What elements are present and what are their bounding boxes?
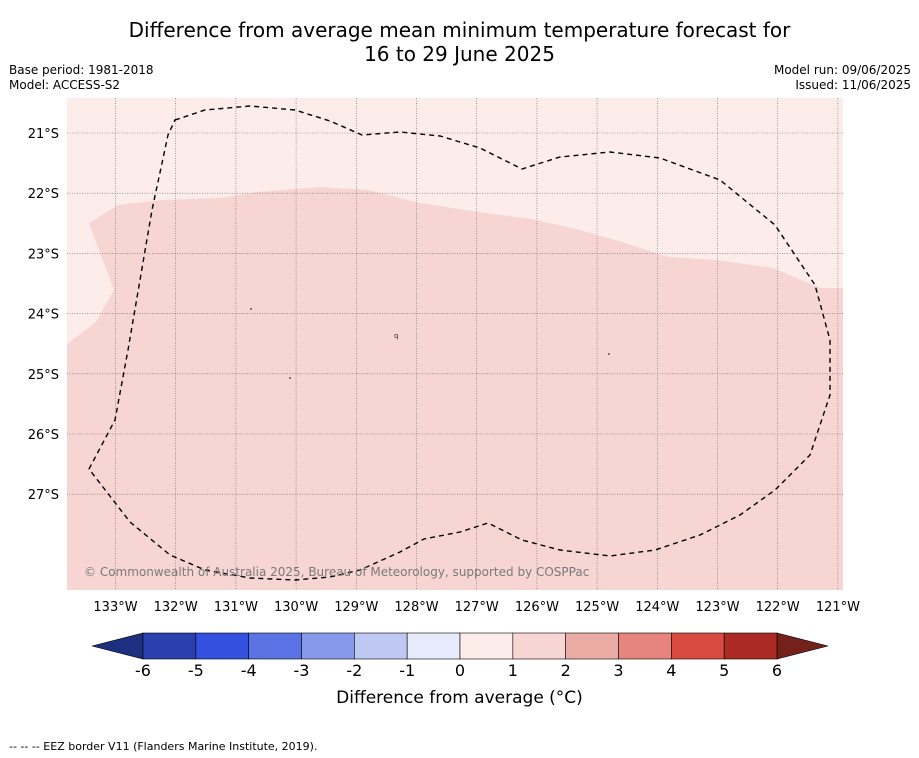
island-outline: q (394, 332, 398, 340)
longitude-label: 130°W (274, 600, 318, 615)
colorbar-segment (406, 632, 461, 660)
colorbar-tick-label: 6 (772, 661, 782, 680)
latitude-labels: 21°S 22°S 23°S 24°S 25°S 26°S 27°S (28, 127, 59, 503)
colorbar-segment (301, 632, 355, 660)
base-period: Base period: 1981-2018 (9, 63, 154, 77)
longitude-labels: 133°W 132°W 131°W 130°W 129°W 128°W 127°W 126°W… (93, 600, 860, 615)
colorbar-tick-label: 1 (508, 661, 518, 680)
model-name: Model: ACCESS-S2 (9, 78, 121, 92)
latitude-gridlines (67, 132, 843, 495)
longitude-label: 126°W (515, 600, 559, 615)
latitude-label: 26°S (28, 428, 59, 443)
main-anomaly-region (67, 187, 843, 590)
latitude-label: 25°S (28, 368, 59, 383)
issued-date: Issued: 11/06/2025 (795, 78, 911, 92)
eez-legend-footnote: -- -- -- EEZ border V11 (Flanders Marine… (9, 740, 318, 753)
colorbar-tick-label: -2 (346, 661, 362, 680)
colorbar-tick-label: -6 (135, 661, 151, 680)
metadata-left: Base period: 1981-2018 Model: ACCESS-S2 (9, 63, 154, 93)
longitude-label: 131°W (214, 600, 258, 615)
island-dot (608, 353, 610, 355)
title-line-1: Difference from average mean minimum tem… (128, 18, 791, 42)
colorbar-segment (459, 632, 514, 660)
colorbar-tick-label: 2 (561, 661, 571, 680)
longitude-label: 127°W (455, 600, 499, 615)
longitude-gridlines (115, 98, 839, 590)
island-markers: q (250, 308, 610, 379)
title-line-2: 16 to 29 June 2025 (364, 42, 555, 66)
latitude-label: 27°S (28, 488, 59, 503)
longitude-label: 133°W (93, 600, 137, 615)
latitude-label: 23°S (28, 247, 59, 262)
colorbar-under-arrow (91, 632, 144, 660)
colorbar: -6 -5 -4 -3 -2 -1 0 1 2 3 4 5 6 (91, 632, 829, 680)
colorbar-tick-label: -3 (294, 661, 310, 680)
metadata-right: Model run: 09/06/2025 Issued: 11/06/2025 (774, 63, 911, 93)
model-run: Model run: 09/06/2025 (773, 63, 911, 77)
colorbar-segment (142, 632, 197, 660)
colorbar-tick-label: 5 (719, 661, 729, 680)
colorbar-tick-label: 3 (613, 661, 623, 680)
latitude-label: 21°S (28, 127, 59, 142)
colorbar-segment (565, 632, 619, 660)
copyright-notice: © Commonwealth of Australia 2025, Bureau… (84, 565, 589, 579)
colorbar-segment (618, 632, 672, 660)
colorbar-unit-label: Difference from average (°C) (336, 688, 583, 708)
colorbar-segment (354, 632, 408, 660)
colorbar-segment (248, 632, 302, 660)
colorbar-tick-label: -5 (188, 661, 204, 680)
colorbar-tick-label: 4 (666, 661, 676, 680)
longitude-label: 124°W (635, 600, 679, 615)
longitude-label: 122°W (756, 600, 800, 615)
island-dot (250, 308, 252, 310)
latitude-label: 24°S (28, 308, 59, 323)
colorbar-over-arrow (776, 632, 829, 660)
colorbar-segment (512, 632, 566, 660)
longitude-label: 125°W (575, 600, 619, 615)
colorbar-segment (723, 632, 778, 660)
longitude-label: 129°W (334, 600, 378, 615)
colorbar-tick-label: -1 (399, 661, 415, 680)
colorbar-segment (671, 632, 725, 660)
colorbar-tick-label: 0 (455, 661, 465, 680)
colorbar-segment (195, 632, 249, 660)
eez-border-line (88, 105, 831, 581)
longitude-label: 123°W (695, 600, 739, 615)
longitude-label: 128°W (394, 600, 438, 615)
map-title: Difference from average mean minimum tem… (0, 18, 919, 66)
longitude-label: 121°W (816, 600, 860, 615)
longitude-label: 132°W (154, 600, 198, 615)
colorbar-tick-label: -4 (241, 661, 257, 680)
map-area: q © Commonwealth of Australia 2025, Bure… (67, 98, 843, 590)
latitude-label: 22°S (28, 187, 59, 202)
island-dot (289, 377, 291, 379)
